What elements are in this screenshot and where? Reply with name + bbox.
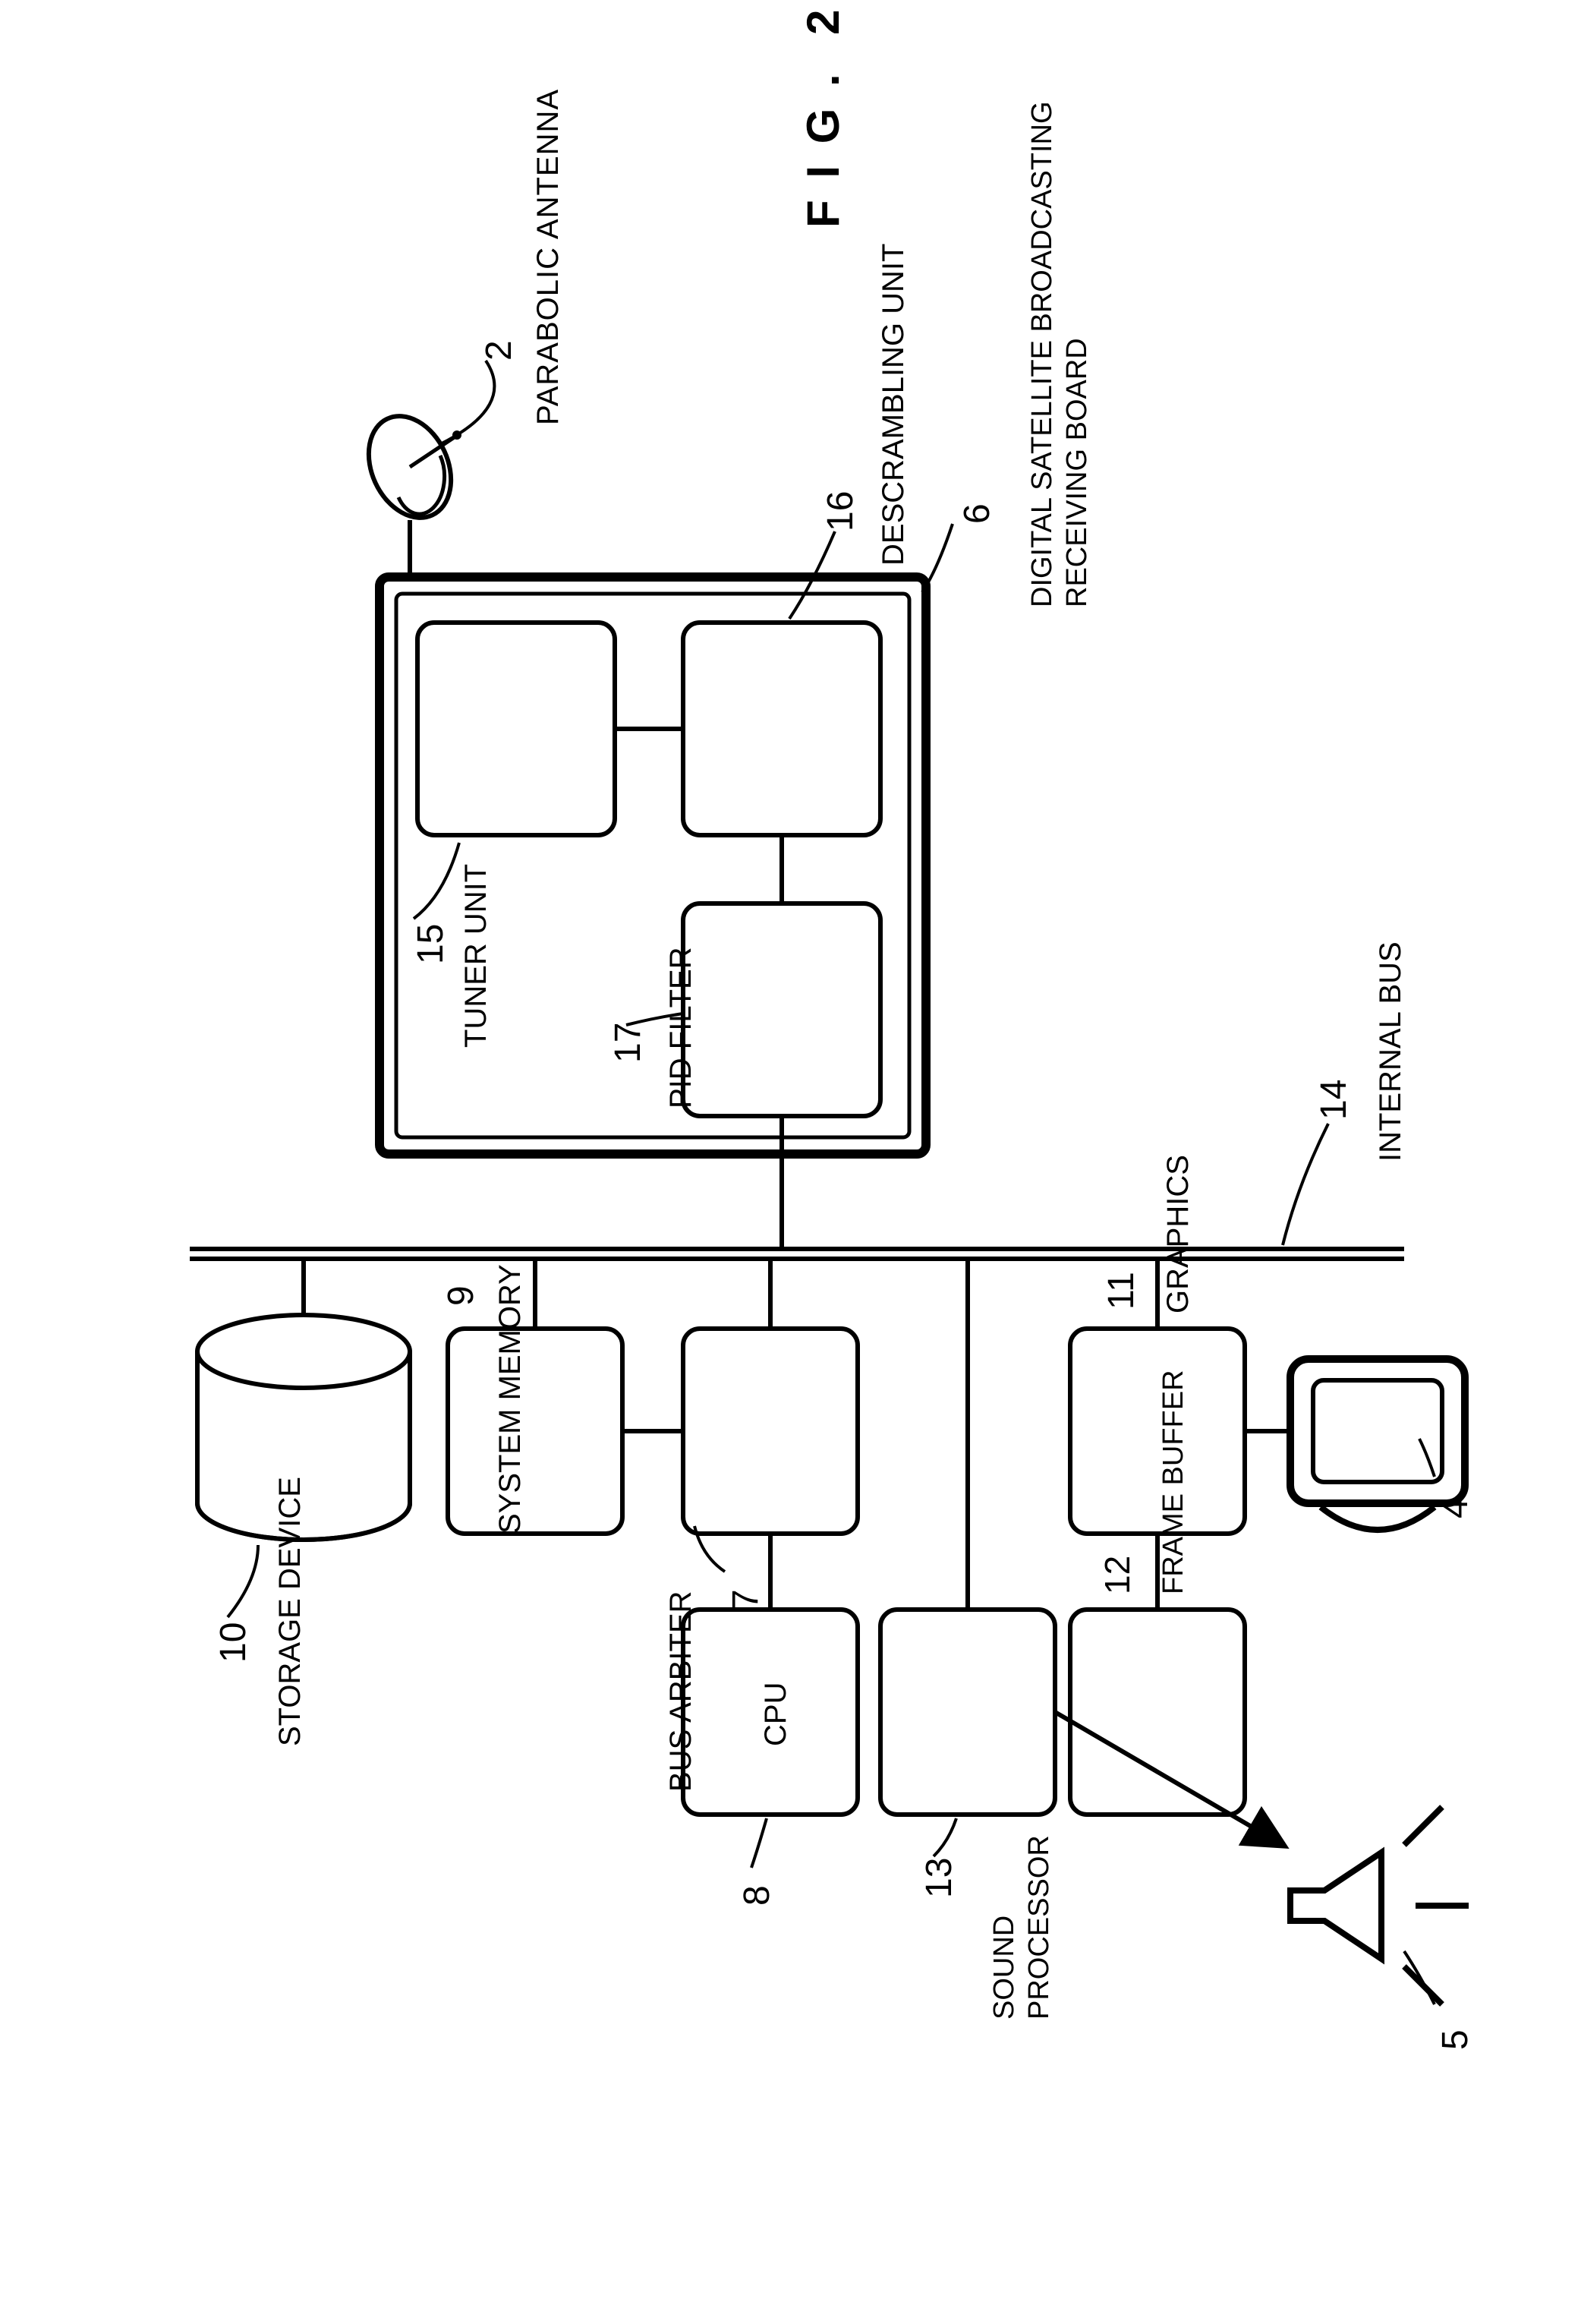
num-13: 13 (918, 1858, 960, 1898)
leader-13 (934, 1818, 956, 1856)
num-2: 2 (478, 340, 520, 361)
leader-8 (751, 1818, 767, 1868)
label-sysmem: SYSTEM MEMORY (493, 1264, 528, 1534)
label-framebuf: FRAME BUFFER (1157, 1370, 1190, 1594)
label-graphics: GRAPHICS (1161, 1155, 1195, 1313)
num-8: 8 (736, 1885, 778, 1906)
system-memory-box (448, 1329, 622, 1534)
label-pid: PID FILTER (664, 947, 698, 1108)
label-storage: STORAGE DEVICE (273, 1477, 307, 1746)
label-board: DIGITAL SATELLITE BROADCASTING RECEIVING… (1025, 101, 1094, 607)
label-bus: INTERNAL BUS (1374, 941, 1408, 1162)
num-9: 9 (440, 1285, 482, 1306)
label-parabolic-antenna: PARABOLIC ANTENNA (531, 89, 565, 425)
internal-bus (190, 1249, 1404, 1259)
pid-filter-box (683, 903, 880, 1116)
num-4: 4 (1435, 1498, 1476, 1518)
antenna-icon (353, 402, 467, 573)
speaker-icon (1290, 1807, 1469, 2004)
leader-4 (1419, 1439, 1435, 1477)
num-6: 6 (956, 503, 998, 524)
label-busarb: BUS ARBITER (664, 1591, 698, 1792)
leader-15 (414, 843, 459, 919)
num-11: 11 (1101, 1272, 1142, 1310)
label-cpu: CPU (759, 1682, 793, 1746)
sound-processor-box (880, 1610, 1055, 1815)
block-diagram (0, 0, 1581, 2324)
leader-5 (1404, 1951, 1435, 2004)
num-17: 17 (607, 1023, 649, 1063)
label-sound: SOUND PROCESSOR (987, 1835, 1057, 2020)
bus-arbiter-box (683, 1329, 858, 1534)
num-10: 10 (213, 1622, 254, 1663)
tuner-unit-box (417, 623, 615, 835)
num-15: 15 (410, 924, 452, 964)
label-tuner: TUNER UNIT (459, 864, 493, 1048)
leader-2 (440, 361, 494, 444)
label-descrambling: DESCRAMBLING UNIT (877, 244, 911, 566)
figure-title: F I G . 2 (797, 5, 849, 228)
leader-10 (228, 1545, 258, 1617)
num-12: 12 (1097, 1556, 1138, 1594)
leader-6 (922, 524, 953, 592)
num-16: 16 (820, 491, 861, 531)
descrambling-box (683, 623, 880, 835)
frame-buffer-box (1070, 1610, 1245, 1815)
num-7: 7 (725, 1589, 767, 1610)
leader-14 (1283, 1124, 1328, 1245)
sound-to-speaker (1055, 1712, 1283, 1845)
num-14: 14 (1313, 1080, 1355, 1120)
num-5: 5 (1435, 2029, 1476, 2050)
